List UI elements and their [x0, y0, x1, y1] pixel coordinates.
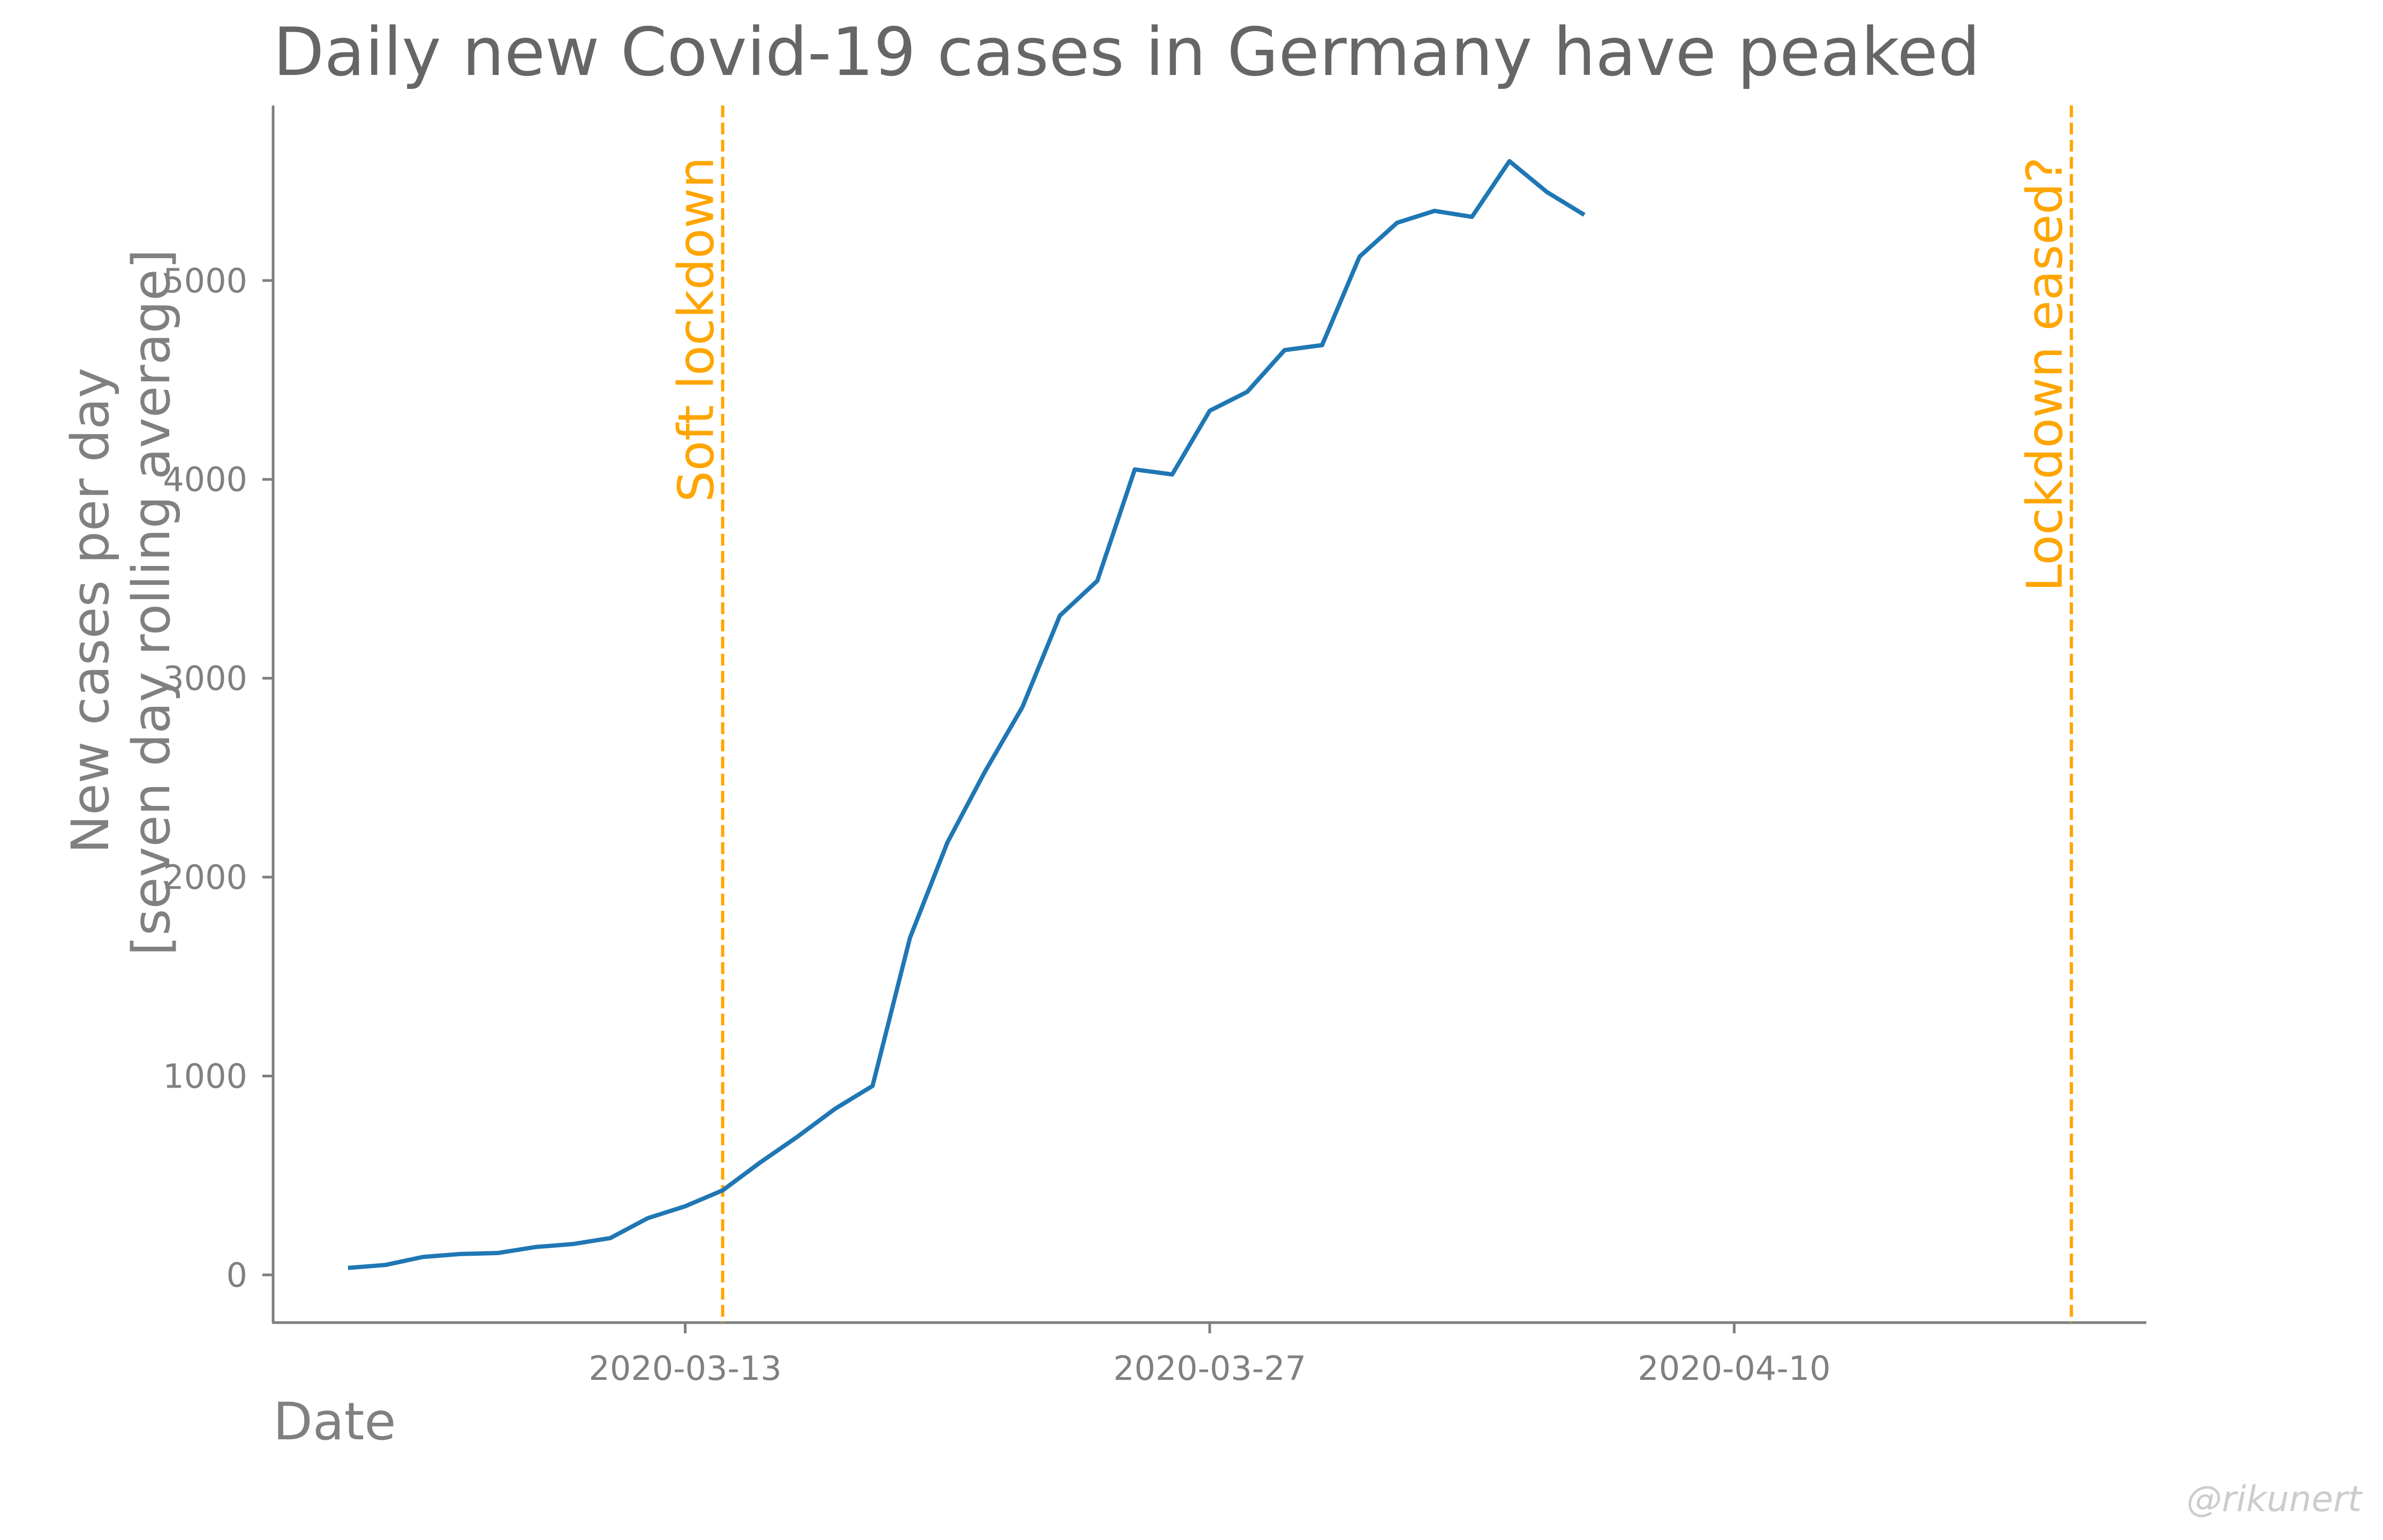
series-line: [348, 159, 1586, 1270]
y-axis-label-line-2: [seven day rolling average]: [122, 249, 182, 956]
y-tick-label: 0: [227, 1256, 247, 1295]
series-group: [348, 159, 1586, 1270]
y-axis-label: New cases per day [seven day rolling ave…: [61, 249, 182, 956]
y-tick-label: 1000: [163, 1056, 247, 1096]
x-tick-label: 2020-03-13: [589, 1349, 781, 1388]
annotation-label: Soft lockdown: [668, 157, 725, 502]
y-axis-label-line-1: New cases per day: [61, 367, 120, 854]
x-tick-label: 2020-03-27: [1113, 1349, 1306, 1388]
x-ticks: 2020-03-13 2020-03-27 2020-04-10: [589, 1323, 1831, 1388]
watermark: @rikunert: [2186, 1478, 2363, 1520]
x-tick-label: 2020-04-10: [1638, 1349, 1830, 1388]
y-ticks: 0 1000 2000 3000 4000 5000: [163, 261, 273, 1295]
x-axis-label: Date: [273, 1392, 396, 1452]
annotation-label: Lockdown eased?: [2016, 157, 2073, 592]
y-tick-label: 5000: [163, 261, 247, 300]
y-tick-label: 3000: [163, 659, 247, 698]
y-tick-label: 2000: [163, 858, 247, 897]
y-tick-label: 4000: [163, 460, 247, 499]
annotations: Soft lockdown Lockdown eased?: [668, 105, 2073, 1323]
chart-title: Daily new Covid-19 cases in Germany have…: [273, 14, 1980, 91]
